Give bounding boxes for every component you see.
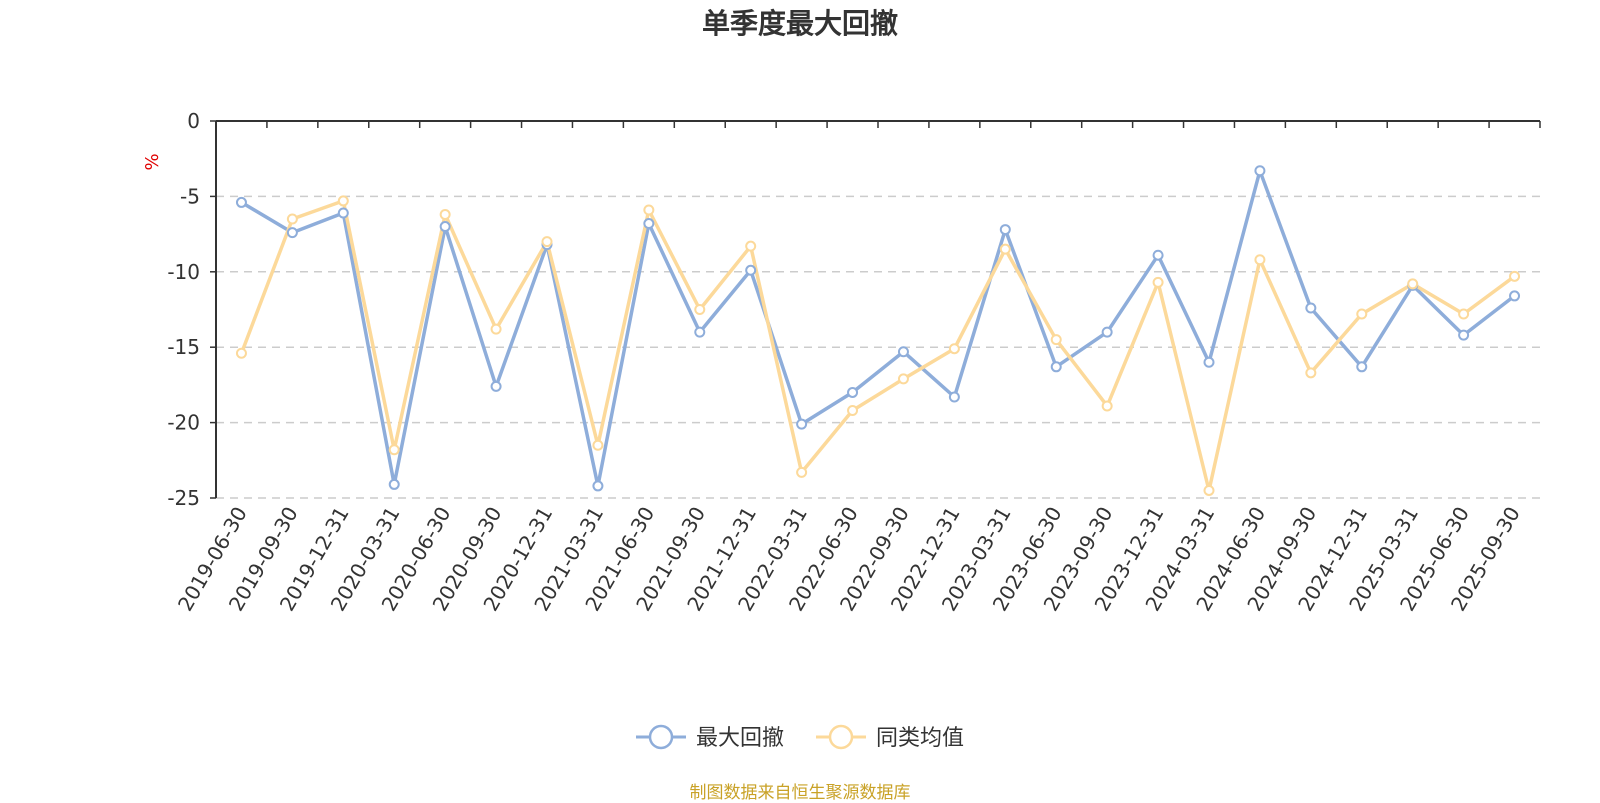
data-point[interactable] [1458, 308, 1470, 320]
data-point[interactable] [490, 380, 502, 392]
data-point[interactable] [1152, 249, 1164, 261]
data-point[interactable] [1152, 276, 1164, 288]
data-point[interactable] [745, 240, 757, 252]
data-point[interactable] [1254, 254, 1266, 266]
y-tick-label: -15 [167, 335, 200, 359]
data-point[interactable] [643, 218, 655, 230]
data-point[interactable] [388, 478, 400, 490]
y-tick-label: 0 [187, 109, 200, 133]
data-point[interactable] [388, 444, 400, 456]
legend-label: 最大回撤 [696, 726, 784, 751]
data-point[interactable] [490, 323, 502, 335]
source-note: 制图数据来自恒生聚源数据库 [689, 783, 911, 803]
x-tick-labels: 2019-06-302019-09-302019-12-312020-03-31… [173, 503, 1525, 616]
data-point[interactable] [1050, 361, 1062, 373]
series-line-2 [239, 199, 1516, 493]
data-point[interactable] [1356, 308, 1368, 320]
legend-marker [828, 724, 854, 750]
data-point[interactable] [1305, 367, 1317, 379]
data-point[interactable] [796, 466, 808, 478]
chart-title: 单季度最大回撤 [701, 7, 898, 40]
grid-lines [216, 195, 1540, 499]
data-point[interactable] [1101, 326, 1113, 338]
y-tick-label: -5 [180, 184, 200, 208]
data-point[interactable] [1509, 290, 1521, 302]
data-point[interactable] [796, 418, 808, 430]
data-point[interactable] [847, 386, 859, 398]
data-point[interactable] [439, 221, 451, 233]
data-point[interactable] [1509, 270, 1521, 282]
data-point[interactable] [1458, 329, 1470, 341]
data-point[interactable] [948, 343, 960, 355]
y-tick-label: -10 [167, 260, 200, 284]
data-point[interactable] [235, 196, 247, 208]
data-point[interactable] [286, 213, 298, 225]
legend-marker [648, 724, 674, 750]
y-tick-label: -20 [167, 411, 200, 435]
legend[interactable]: 最大回撤 同类均值 [636, 724, 964, 751]
data-point[interactable] [1050, 334, 1062, 346]
data-point[interactable] [1407, 278, 1419, 290]
legend-item-2[interactable]: 同类均值 [816, 724, 964, 751]
data-point[interactable] [1203, 356, 1215, 368]
data-point[interactable] [337, 195, 349, 207]
data-point[interactable] [337, 207, 349, 219]
data-point[interactable] [592, 439, 604, 451]
legend-label: 同类均值 [876, 726, 964, 751]
data-point[interactable] [439, 208, 451, 220]
data-point[interactable] [643, 204, 655, 216]
data-point[interactable] [1101, 400, 1113, 412]
data-point[interactable] [999, 224, 1011, 236]
data-point[interactable] [592, 480, 604, 492]
y-tick-labels: 0 -5 -10 -15 -20 -25 [167, 109, 200, 510]
data-point[interactable] [999, 243, 1011, 255]
legend-item-1[interactable]: 最大回撤 [636, 724, 784, 751]
data-point[interactable] [694, 326, 706, 338]
data-point[interactable] [1356, 361, 1368, 373]
axes [210, 120, 1541, 499]
data-point[interactable] [1254, 165, 1266, 177]
y-tick-label: -25 [167, 486, 200, 510]
data-point[interactable] [286, 227, 298, 239]
data-point[interactable] [1305, 302, 1317, 314]
series-group [235, 165, 1521, 496]
data-point[interactable] [948, 391, 960, 403]
data-point[interactable] [1203, 484, 1215, 496]
data-point[interactable] [694, 304, 706, 315]
data-point[interactable] [897, 373, 909, 385]
series-line-1 [240, 169, 1516, 488]
data-point[interactable] [897, 346, 909, 358]
data-point[interactable] [235, 347, 247, 359]
data-point[interactable] [745, 264, 757, 276]
y-axis-unit: % [142, 153, 163, 170]
data-point[interactable] [847, 405, 859, 417]
data-point[interactable] [541, 236, 553, 248]
